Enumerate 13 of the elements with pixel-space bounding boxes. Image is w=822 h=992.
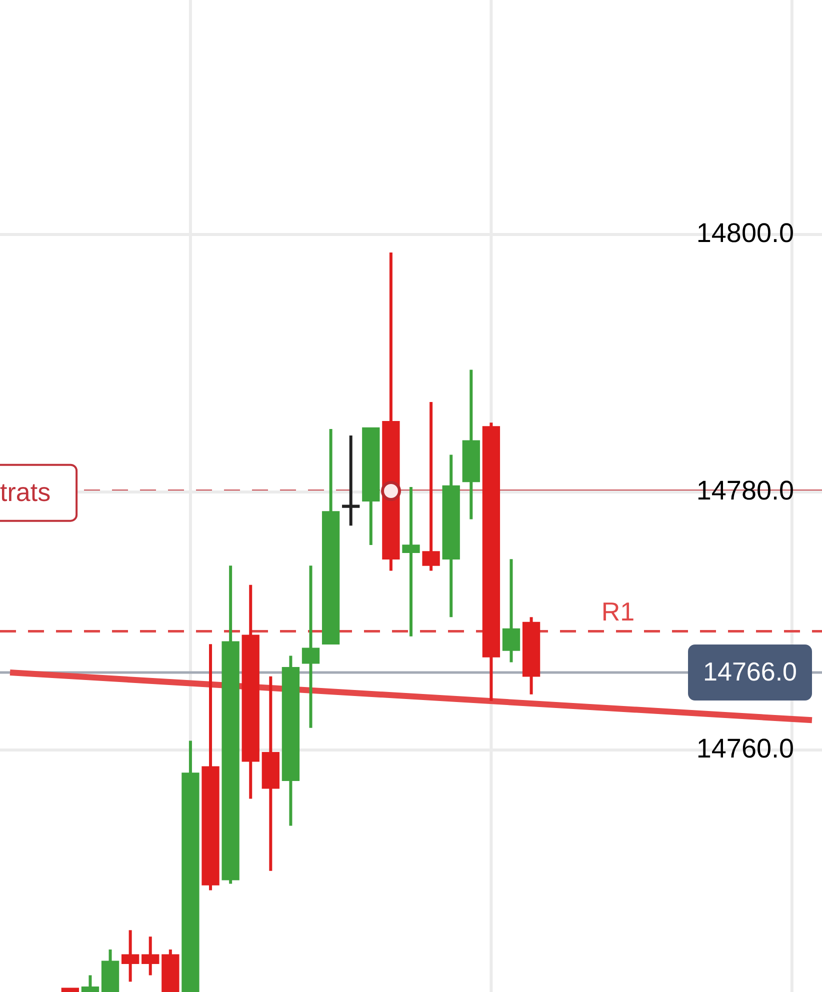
candlestick [422, 402, 440, 571]
y-tick-label: 14800.0 [696, 218, 794, 248]
candlestick [121, 930, 140, 982]
candlestick [81, 975, 100, 992]
candlestick [342, 435, 360, 526]
candlestick [302, 566, 320, 728]
ref-line-label: R1 [601, 596, 635, 626]
y-tick-label: 14760.0 [696, 733, 794, 764]
candlestick [502, 559, 520, 662]
ref-line-label: 14766.0 [703, 656, 797, 687]
candlestick [402, 486, 420, 636]
candlestick [142, 936, 160, 976]
ref-line-label: trats [0, 477, 51, 508]
